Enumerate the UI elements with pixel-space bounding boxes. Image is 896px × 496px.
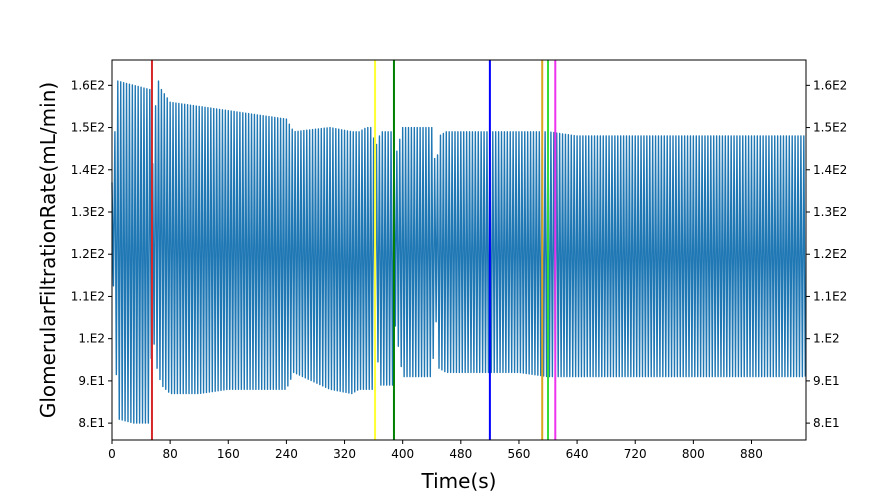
x-tick-label: 800 [682, 447, 705, 461]
y-tick-label-left: 8.E1 [78, 416, 105, 430]
y-tick-label-right: 1.4E2 [813, 163, 847, 177]
y-tick-label-right: 1.5E2 [813, 121, 847, 135]
y-tick-label-right: 1.6E2 [813, 78, 847, 92]
x-tick-label: 0 [108, 447, 116, 461]
x-tick-label: 640 [566, 447, 589, 461]
y-tick-label-left: 9.E1 [78, 374, 105, 388]
y-tick-label-right: 8.E1 [813, 416, 840, 430]
y-tick-label-right: 1.2E2 [813, 247, 847, 261]
x-axis-ticks: 0 80 160 240 320 400 480 560 640 720 800 880 [108, 440, 763, 461]
y-tick-label-right: 9.E1 [813, 374, 840, 388]
x-tick-label: 880 [740, 447, 763, 461]
y-tick-label-left: 1.1E2 [71, 289, 105, 303]
y-tick-label-left: 1.E2 [78, 332, 105, 346]
x-tick-label: 560 [507, 447, 530, 461]
y-tick-label-right: 1.1E2 [813, 289, 847, 303]
x-tick-label: 240 [275, 447, 298, 461]
y-tick-label-left: 1.5E2 [71, 121, 105, 135]
x-axis-label: Time(s) [421, 469, 497, 493]
y-tick-label-left: 1.2E2 [71, 247, 105, 261]
y-tick-label-right: 1.E2 [813, 332, 840, 346]
y-tick-label-right: 1.3E2 [813, 205, 847, 219]
y-axis-label: GlomerularFiltrationRate(mL/min) [36, 82, 60, 418]
x-tick-label: 400 [391, 447, 414, 461]
x-tick-label: 320 [333, 447, 356, 461]
chart: 0 80 160 240 320 400 480 560 640 720 800 880 8.E1 8.… [0, 0, 896, 496]
x-tick-label: 160 [217, 447, 240, 461]
y-tick-label-left: 1.3E2 [71, 205, 105, 219]
x-tick-label: 80 [162, 447, 177, 461]
y-tick-label-left: 1.6E2 [71, 78, 105, 92]
x-tick-label: 480 [449, 447, 472, 461]
y-tick-label-left: 1.4E2 [71, 163, 105, 177]
x-tick-label: 720 [624, 447, 647, 461]
